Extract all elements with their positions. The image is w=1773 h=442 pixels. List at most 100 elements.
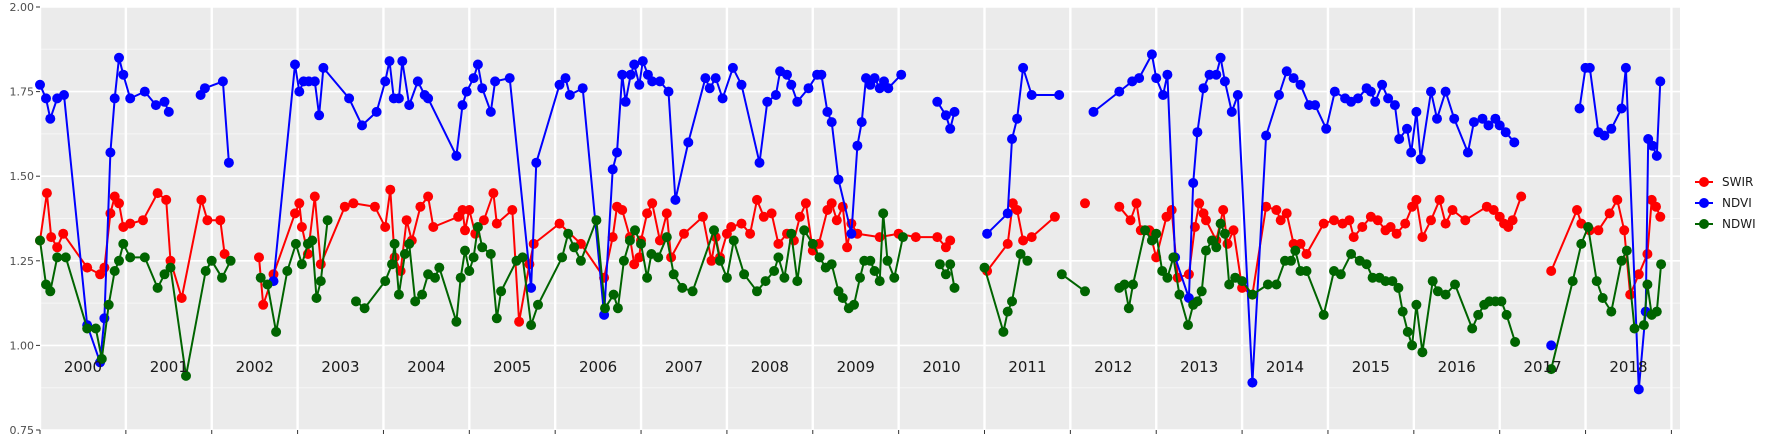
data-point-ndwi <box>1621 245 1632 256</box>
data-point-ndwi <box>624 235 635 246</box>
year-label: 2002 <box>236 358 274 376</box>
data-point-ndvi <box>982 228 993 239</box>
data-point-ndwi <box>897 232 908 243</box>
data-point-ndwi <box>1432 286 1443 297</box>
data-point-ndvi <box>1321 123 1332 134</box>
data-point-swir <box>736 218 747 229</box>
data-point-ndwi <box>118 238 129 249</box>
data-point-ndvi <box>223 157 234 168</box>
data-point-ndwi <box>1301 266 1312 276</box>
data-point-swir <box>794 211 805 222</box>
data-point-ndwi <box>728 235 739 246</box>
data-point-ndvi <box>1288 73 1299 84</box>
data-point-ndwi <box>1417 347 1428 358</box>
data-point-swir <box>478 215 489 226</box>
data-point-ndvi <box>846 228 857 239</box>
data-point-ndwi <box>1411 299 1422 310</box>
data-point-ndwi <box>865 255 876 266</box>
data-point-ndvi <box>896 69 907 80</box>
data-point-ndwi <box>949 282 960 293</box>
data-point-swir <box>1222 238 1233 249</box>
data-point-ndvi <box>1411 106 1422 117</box>
data-point-ndwi <box>786 228 797 239</box>
data-point-swir <box>1281 208 1292 219</box>
legend-key-point <box>1699 198 1709 208</box>
data-point-ndvi <box>290 59 300 70</box>
data-point-ndwi <box>1651 306 1662 317</box>
data-point-swir <box>176 293 187 303</box>
data-point-swir <box>1460 215 1471 226</box>
data-point-ndwi <box>271 326 282 337</box>
data-point-swir <box>679 228 689 239</box>
data-point-ndvi <box>1219 76 1230 87</box>
data-point-ndwi <box>849 299 859 310</box>
data-point-ndvi <box>1599 130 1610 141</box>
data-point-ndvi <box>803 83 814 94</box>
data-point-ndwi <box>721 272 732 283</box>
data-point-swir <box>1026 232 1037 243</box>
data-point-ndwi <box>1140 225 1151 236</box>
data-point-ndvi <box>125 93 136 104</box>
data-point-ndwi <box>52 252 63 263</box>
data-point-ndwi <box>998 326 1009 337</box>
data-point-swir <box>1301 249 1312 259</box>
data-point-swir <box>1261 201 1272 212</box>
data-point-ndwi <box>404 238 415 249</box>
data-point-swir <box>661 208 672 219</box>
data-point-ndvi <box>710 73 721 84</box>
data-point-ndvi <box>1426 86 1436 97</box>
data-point-ndvi <box>564 90 575 100</box>
data-point-swir <box>607 232 618 243</box>
data-point-ndwi <box>1262 279 1273 290</box>
year-label: 2001 <box>150 358 188 376</box>
data-point-swir <box>1161 211 1172 222</box>
data-point-ndvi <box>461 86 472 97</box>
data-point-ndwi <box>1002 306 1013 317</box>
data-point-swir <box>138 215 148 226</box>
data-point-swir <box>369 201 380 212</box>
data-point-swir <box>1546 266 1557 276</box>
data-point-ndwi <box>533 299 543 310</box>
data-point-ndvi <box>1432 113 1442 124</box>
data-point-swir <box>339 201 350 212</box>
data-point-ndvi <box>670 194 681 205</box>
series-line-ndwi <box>939 263 956 289</box>
data-point-ndvi <box>945 123 956 134</box>
data-point-swir <box>1228 225 1239 236</box>
year-label: 2012 <box>1094 358 1132 376</box>
data-point-swir <box>826 198 837 209</box>
data-point-ndwi <box>1638 320 1649 331</box>
data-point-swir <box>491 218 502 229</box>
data-point-ndvi <box>1198 83 1209 94</box>
data-point-ndwi <box>496 286 507 297</box>
data-point-ndwi <box>430 272 440 283</box>
data-point-ndwi <box>591 215 602 226</box>
year-label: 2010 <box>922 358 960 376</box>
data-point-ndvi <box>472 59 483 70</box>
data-point-ndwi <box>934 259 945 270</box>
legend-label-swir: SWIR <box>1722 175 1753 189</box>
series-line-ndvi <box>936 101 956 130</box>
data-point-ndwi <box>255 272 266 283</box>
data-point-ndwi <box>1162 272 1173 283</box>
data-point-ndvi <box>1370 96 1381 107</box>
data-point-ndwi <box>1346 249 1357 259</box>
data-point-ndvi <box>637 56 648 67</box>
data-point-swir <box>41 188 52 199</box>
data-point-ndvi <box>852 140 863 151</box>
data-point-ndvi <box>371 106 382 117</box>
data-point-swir <box>58 228 69 239</box>
data-point-ndwi <box>1168 252 1179 263</box>
data-point-swir <box>1201 215 1211 226</box>
data-point-ndvi <box>869 73 880 84</box>
data-point-ndwi <box>455 272 466 283</box>
data-point-ndvi <box>826 117 837 128</box>
data-point-ndwi <box>82 323 93 334</box>
data-point-ndwi <box>282 266 293 276</box>
data-point-swir <box>617 205 628 215</box>
data-point-swir <box>114 198 124 209</box>
data-point-swir <box>514 316 525 327</box>
data-point-ndwi <box>1080 286 1090 297</box>
data-point-ndvi <box>754 157 765 168</box>
